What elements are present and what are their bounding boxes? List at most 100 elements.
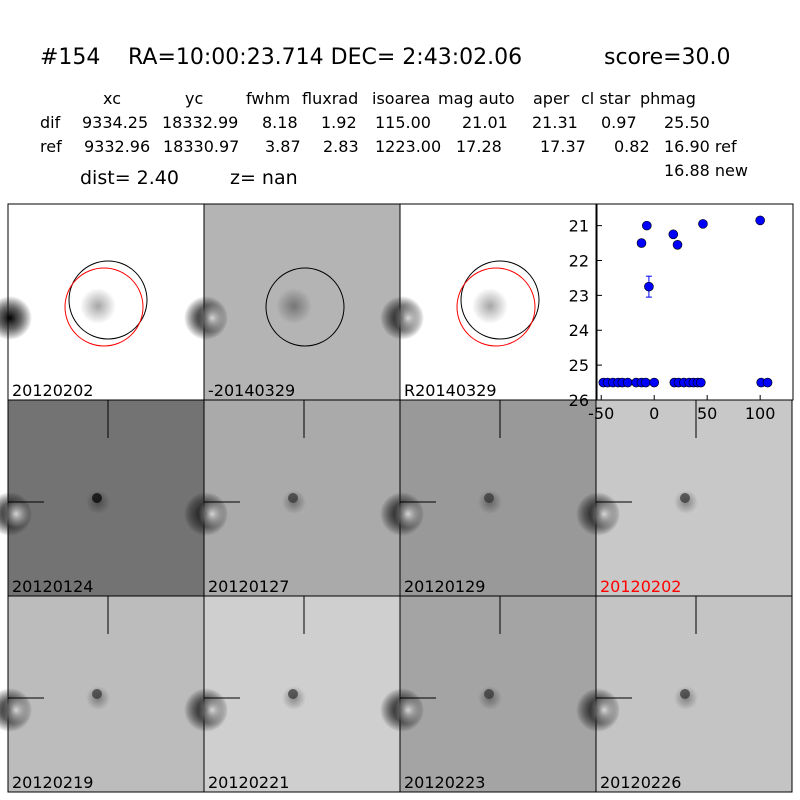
panel-label: 20120129 bbox=[404, 577, 485, 596]
redshift: z= nan bbox=[230, 167, 298, 189]
panel-label: 20120226 bbox=[600, 773, 681, 792]
column-header: yc bbox=[185, 89, 203, 108]
column-header: phmag bbox=[640, 89, 696, 108]
data-point bbox=[640, 377, 651, 388]
data-point bbox=[672, 240, 683, 250]
target-core bbox=[680, 493, 690, 503]
plot-area bbox=[596, 203, 794, 401]
table-cell: 17.28 bbox=[456, 137, 502, 156]
image-panel: 20120129 bbox=[380, 399, 597, 597]
target-blob bbox=[472, 288, 508, 324]
column-header: cl star bbox=[581, 89, 631, 108]
data-point bbox=[644, 281, 654, 292]
panel-label: -20140329 bbox=[208, 381, 295, 400]
image-panel: -20140329 bbox=[184, 203, 401, 401]
table-cell: 1223.00 bbox=[375, 137, 441, 156]
target-core bbox=[484, 493, 494, 503]
data-point bbox=[641, 220, 652, 231]
panel-label: 20120127 bbox=[208, 577, 289, 596]
x-tick-label: 100 bbox=[745, 404, 776, 423]
points bbox=[598, 215, 773, 388]
panel-label: 20120124 bbox=[12, 577, 93, 596]
panel-label: 20120219 bbox=[12, 773, 93, 792]
target-blob bbox=[80, 288, 116, 324]
x-tick-label: 0 bbox=[649, 404, 659, 423]
source-ring bbox=[2, 696, 30, 724]
data-point bbox=[622, 377, 633, 388]
panel-label: 20120202 bbox=[12, 381, 93, 400]
table-cell: 1.92 bbox=[321, 113, 357, 132]
source-ring bbox=[198, 500, 226, 528]
ref-circle bbox=[460, 260, 540, 340]
image-panel: R20140329 bbox=[380, 203, 597, 401]
row-label: dif bbox=[40, 113, 61, 132]
source-ring bbox=[394, 304, 422, 332]
y-tick-label: 25 bbox=[569, 356, 589, 375]
column-header: aper bbox=[533, 89, 570, 108]
table-cell: 25.50 bbox=[664, 113, 710, 132]
target-core bbox=[680, 689, 690, 699]
x-tick-label: 50 bbox=[697, 404, 717, 423]
y-tick-label: 24 bbox=[569, 321, 589, 340]
image-panel: 20120219 bbox=[0, 595, 205, 793]
dist: dist= 2.40 bbox=[80, 167, 179, 189]
target-core bbox=[92, 689, 102, 699]
data-point bbox=[649, 377, 660, 388]
source-ring bbox=[2, 500, 30, 528]
column-header: fluxrad bbox=[302, 89, 358, 108]
source-ring bbox=[590, 500, 618, 528]
target-blob bbox=[276, 288, 312, 324]
y-tick-label: 23 bbox=[569, 286, 589, 305]
y-tick-label: 21 bbox=[569, 217, 589, 236]
table-cell: 16.90 ref bbox=[664, 137, 737, 156]
source-ring bbox=[394, 500, 422, 528]
source-blob bbox=[0, 296, 32, 340]
y-tick-label: 26 bbox=[569, 391, 589, 410]
row-label: ref bbox=[40, 137, 62, 156]
coordinates: RA=10:00:23.714 DEC= 2:43:02.06 bbox=[128, 45, 522, 70]
table-cell: 0.97 bbox=[601, 113, 637, 132]
table-cell: 17.37 bbox=[540, 137, 586, 156]
new-circle bbox=[64, 267, 144, 347]
x-tick-label: -50 bbox=[588, 404, 614, 423]
table-cell: 21.01 bbox=[462, 113, 508, 132]
target-core bbox=[484, 689, 494, 699]
data-point bbox=[755, 215, 765, 226]
source-ring bbox=[198, 304, 226, 332]
table-cell: 0.82 bbox=[614, 137, 650, 156]
ref-circle bbox=[68, 260, 148, 340]
column-header: fwhm bbox=[246, 89, 290, 108]
data-point bbox=[762, 377, 773, 388]
column-header: isoarea bbox=[372, 89, 430, 108]
image-panel: 20120127 bbox=[184, 399, 401, 597]
target-core bbox=[288, 493, 298, 503]
source-ring bbox=[198, 696, 226, 724]
target-core bbox=[92, 493, 102, 503]
source-ring bbox=[394, 696, 422, 724]
image-panel: 20120202 bbox=[576, 399, 793, 597]
image-panel: 20120202 bbox=[0, 203, 205, 401]
table-cell: 2.83 bbox=[323, 137, 359, 156]
table-cell: 8.18 bbox=[262, 113, 298, 132]
table-cell: 9332.96 bbox=[84, 137, 150, 156]
image-panel: 20120226 bbox=[576, 595, 793, 793]
new-circle bbox=[456, 267, 536, 347]
panel-label: R20140329 bbox=[404, 381, 497, 400]
target-core bbox=[288, 689, 298, 699]
data-point bbox=[696, 377, 706, 388]
panel-label: 20120202 bbox=[600, 577, 681, 596]
panel-label: 20120221 bbox=[208, 773, 289, 792]
panel-label: 20120223 bbox=[404, 773, 485, 792]
ref-circle bbox=[265, 267, 345, 347]
data-point bbox=[668, 229, 679, 240]
column-header: xc bbox=[103, 89, 121, 108]
table-cell: 18332.99 bbox=[162, 113, 238, 132]
image-panel: 20120221 bbox=[184, 595, 401, 793]
table-cell: 21.31 bbox=[532, 113, 578, 132]
data-point bbox=[636, 238, 647, 248]
y-tick-label: 22 bbox=[569, 251, 589, 270]
table-cell: 18330.97 bbox=[163, 137, 239, 156]
phmag-new: 16.88 new bbox=[664, 161, 748, 180]
score: score=30.0 bbox=[604, 45, 731, 70]
